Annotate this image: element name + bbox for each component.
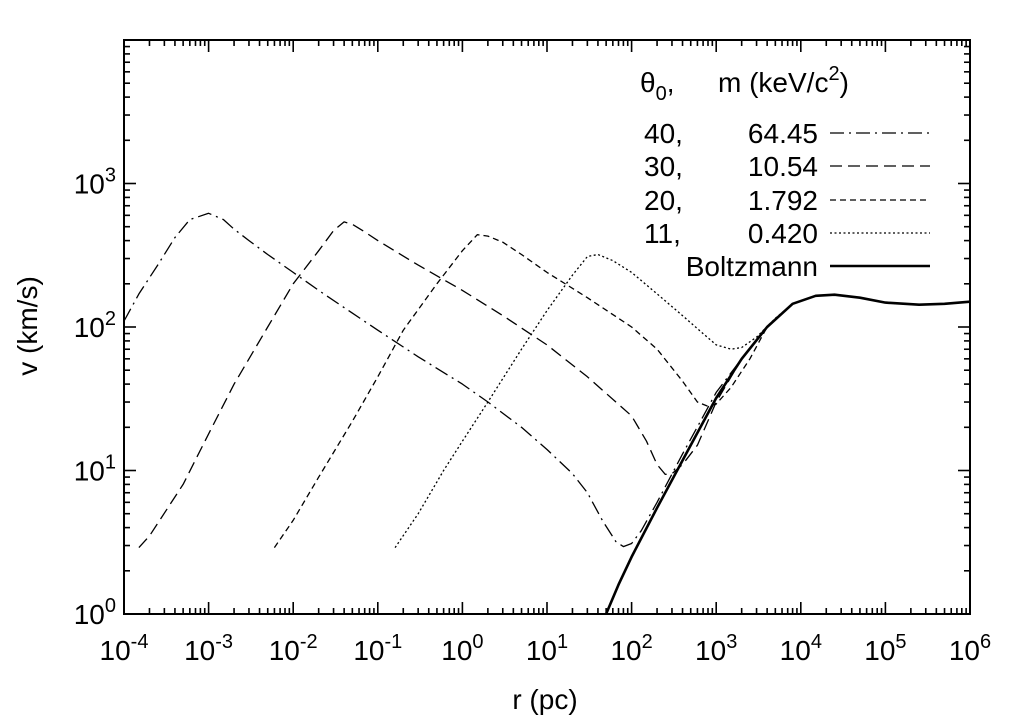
- x-tick-label: 105: [864, 631, 906, 666]
- series-line-4: [604, 293, 970, 614]
- x-tick-label: 106: [949, 631, 991, 666]
- x-tick-label: 101: [526, 631, 568, 666]
- legend-mass: 64.45: [748, 118, 818, 149]
- legend: θ0, m (keV/c2) 40, 64.45 30, 10.54 20, 1.792 11,…: [640, 63, 930, 282]
- y-tick-label: 100: [74, 595, 116, 630]
- legend-label: Boltzmann: [686, 251, 818, 282]
- y-tick-label: 102: [74, 308, 116, 343]
- y-axis-label: v (km/s): [12, 276, 43, 376]
- x-tick-label: 10-1: [353, 631, 402, 666]
- x-tick-label: 100: [441, 631, 483, 666]
- series-group: [124, 212, 970, 614]
- legend-theta: 40,: [644, 118, 683, 149]
- legend-mass: 10.54: [748, 151, 818, 182]
- y-tick-label: 101: [74, 452, 116, 487]
- y-tick-label: 103: [74, 165, 116, 200]
- series-line-0: [124, 212, 970, 548]
- axes: 10-4 10-3 10-2 10-1 100 101 102 103 104 105 106 100…: [74, 39, 991, 666]
- legend-theta: 11,: [644, 218, 681, 249]
- legend-theta: 30,: [644, 151, 683, 182]
- x-tick-label: 102: [610, 631, 652, 666]
- legend-header: θ0, m (keV/c2): [640, 63, 849, 105]
- series-line-1: [138, 221, 835, 549]
- x-axis-label: r (pc): [512, 684, 577, 715]
- series-line-2: [273, 234, 835, 548]
- plot-frame: [123, 39, 971, 615]
- legend-mass: 1.792: [748, 185, 818, 216]
- legend-theta: 20,: [644, 185, 683, 216]
- x-tick-label: 10-3: [184, 631, 233, 666]
- x-tick-label: 10-4: [100, 631, 149, 666]
- x-tick-label: 103: [695, 631, 737, 666]
- legend-mass: 0.420: [748, 218, 818, 249]
- x-tick-label: 104: [780, 631, 822, 666]
- x-tick-label: 10-2: [269, 631, 318, 666]
